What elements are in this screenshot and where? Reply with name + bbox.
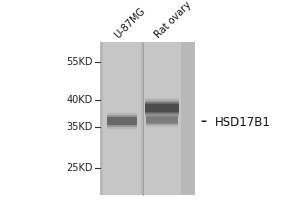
Text: –: – (200, 116, 206, 129)
FancyBboxPatch shape (145, 99, 179, 117)
Text: 25KD: 25KD (67, 163, 93, 173)
Text: 40KD: 40KD (67, 95, 93, 105)
FancyBboxPatch shape (107, 113, 137, 129)
FancyBboxPatch shape (107, 117, 137, 125)
Bar (100, 42, 195, 195)
Text: 35KD: 35KD (67, 122, 93, 132)
FancyBboxPatch shape (145, 104, 179, 112)
Text: U-87MG: U-87MG (113, 5, 148, 40)
Text: HSD17B1: HSD17B1 (215, 116, 271, 129)
Bar (103, 42, 141, 195)
Text: 55KD: 55KD (67, 57, 93, 67)
Text: Rat ovary: Rat ovary (153, 0, 193, 40)
FancyBboxPatch shape (146, 115, 178, 125)
Bar (143, 42, 181, 195)
FancyBboxPatch shape (146, 116, 178, 123)
FancyBboxPatch shape (146, 113, 178, 127)
FancyBboxPatch shape (145, 101, 179, 115)
FancyBboxPatch shape (107, 115, 137, 127)
